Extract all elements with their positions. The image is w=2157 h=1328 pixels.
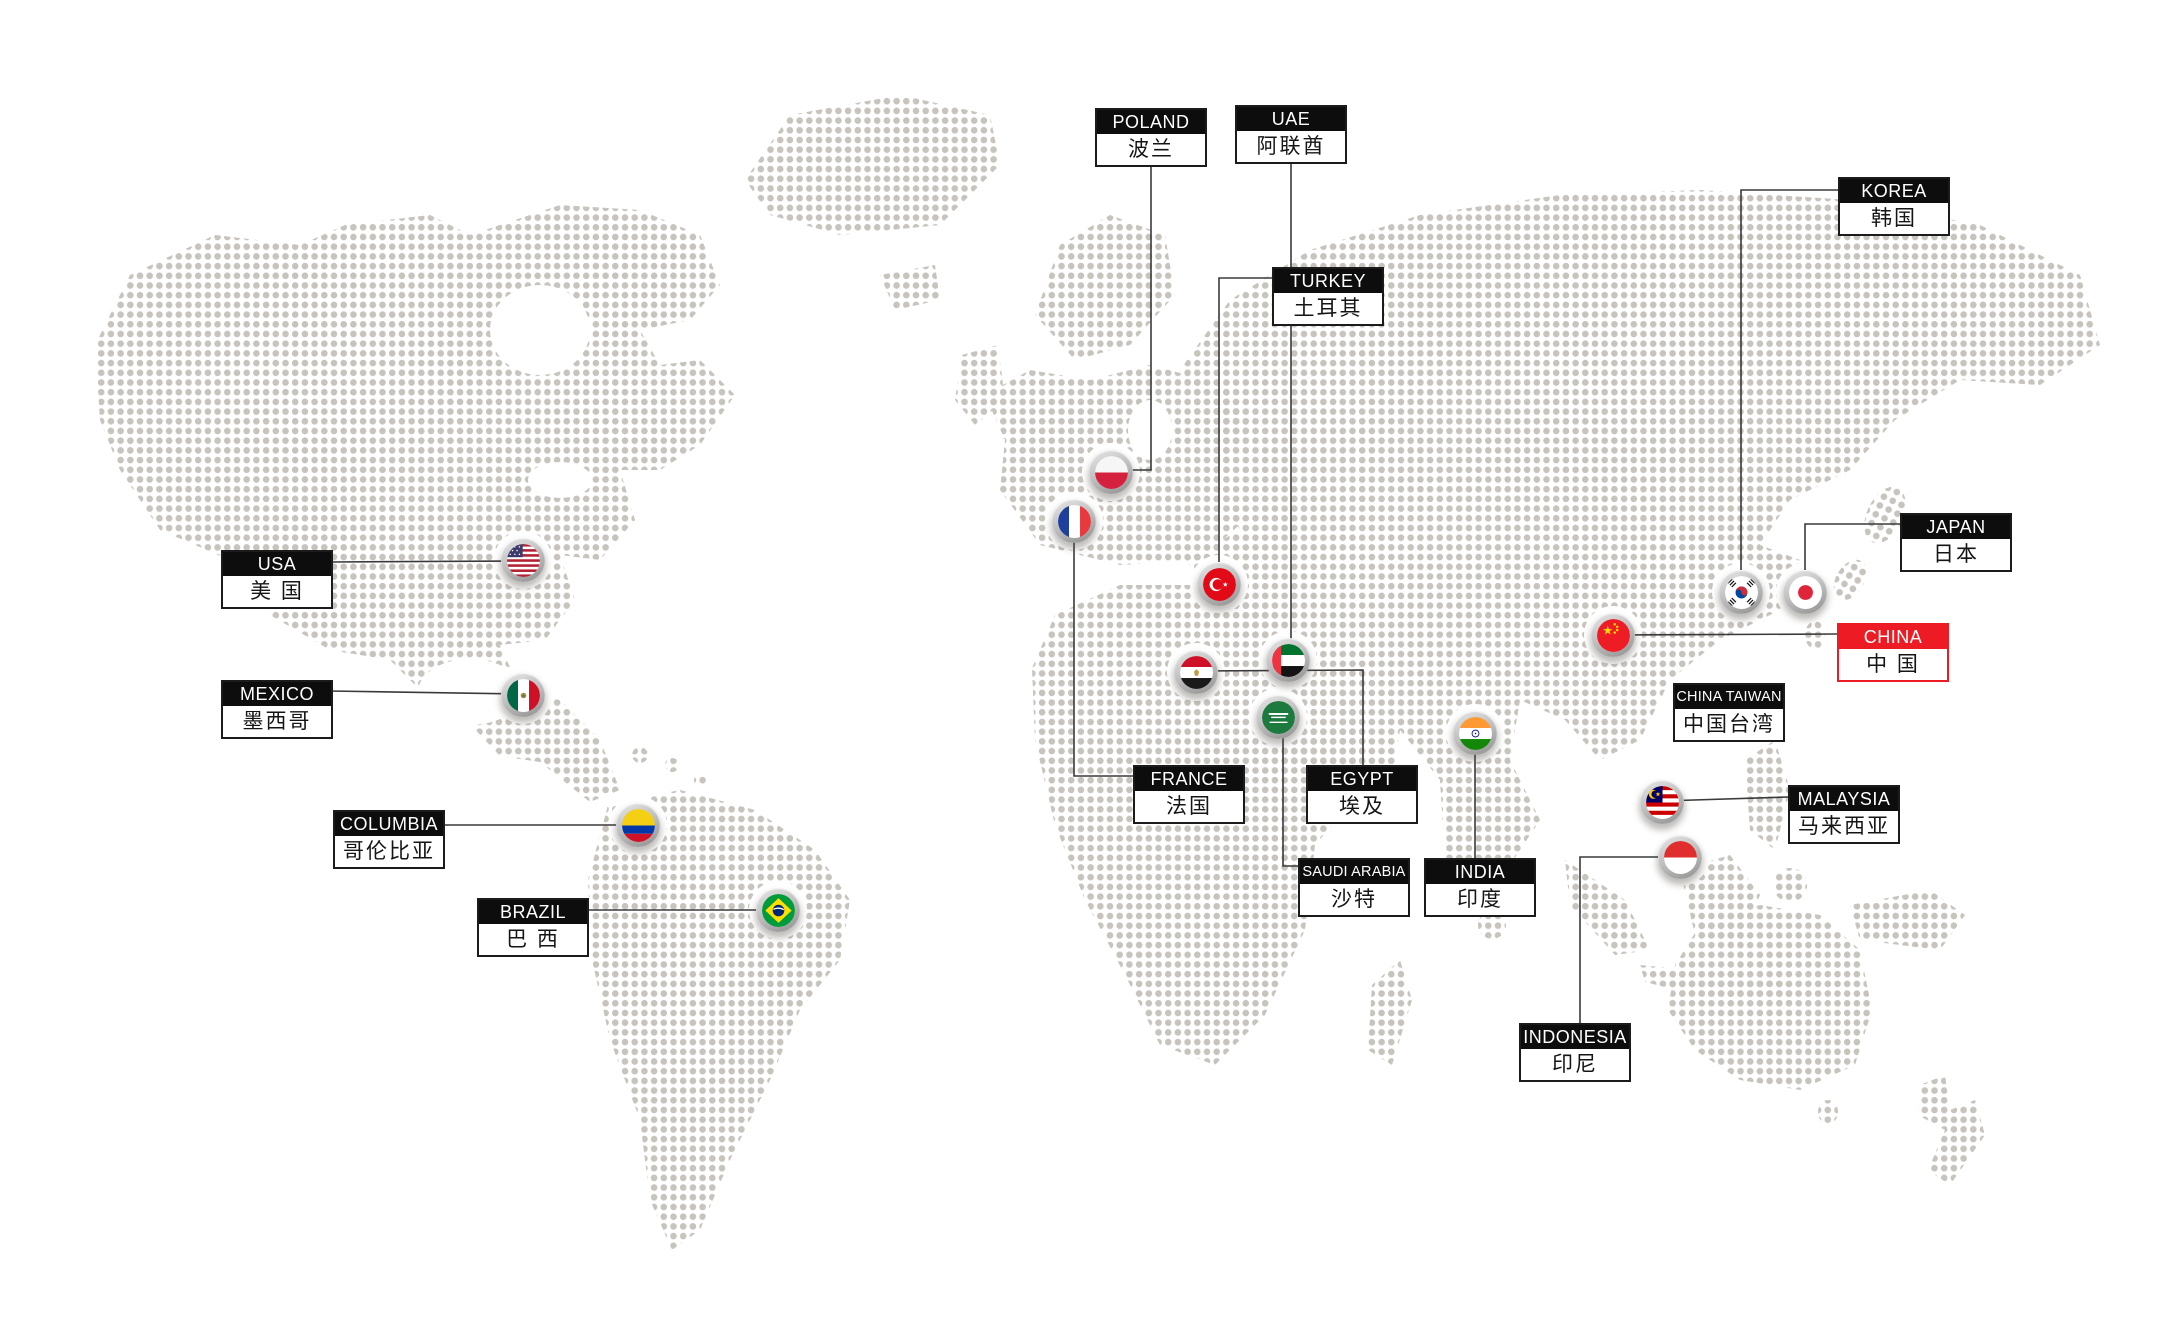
island-caribbean-2 xyxy=(665,758,679,772)
indonesia-connector-line xyxy=(1579,856,1680,1023)
brazil-name-zh: 巴 西 xyxy=(479,924,587,955)
china-taiwan-name-en: CHINA TAIWAN xyxy=(1675,685,1783,709)
island-sulawesi xyxy=(1773,868,1807,902)
india-name-zh: 印度 xyxy=(1426,884,1534,915)
indonesia-label: INDONESIA 印尼 xyxy=(1519,1023,1631,1082)
china-connector-line xyxy=(1612,633,1838,636)
island-tasmania xyxy=(1818,1100,1838,1124)
saudi-arabia-label: SAUDI ARABIA 沙特 xyxy=(1298,858,1410,917)
poland-name-en: POLAND xyxy=(1097,110,1205,134)
usa-name-en: USA xyxy=(223,552,331,576)
malaysia-label: MALAYSIA 马来西亚 xyxy=(1788,785,1900,844)
mexico-label: MEXICO 墨西哥 xyxy=(221,680,333,739)
continent-europe-scandinavia xyxy=(1035,215,1175,360)
france-label: FRANCE 法国 xyxy=(1133,765,1245,824)
mexico-name-zh: 墨西哥 xyxy=(223,706,331,737)
france-name-en: FRANCE xyxy=(1135,767,1243,791)
indonesia-name-en: INDONESIA xyxy=(1521,1025,1629,1049)
korea-connector-line xyxy=(1740,189,1838,592)
malaysia-name-zh: 马来西亚 xyxy=(1790,811,1898,842)
continent-australia xyxy=(1668,905,1872,1090)
saudi-arabia-name-en: SAUDI ARABIA xyxy=(1300,860,1408,884)
usa-connector-line xyxy=(329,560,524,563)
island-philippines xyxy=(1745,740,1790,850)
japan-name-en: JAPAN xyxy=(1902,515,2010,539)
island-iceland xyxy=(880,265,940,310)
continent-greenland xyxy=(745,95,1000,235)
island-new-zealand xyxy=(1918,1075,1985,1185)
uae-name-en: UAE xyxy=(1237,107,1345,131)
turkey-connector-line xyxy=(1218,277,1272,584)
poland-name-zh: 波兰 xyxy=(1097,134,1205,165)
poland-label: POLAND 波兰 xyxy=(1095,108,1207,167)
france-name-zh: 法国 xyxy=(1135,791,1243,822)
uae-name-zh: 阿联酋 xyxy=(1237,131,1345,162)
egypt-name-zh: 埃及 xyxy=(1308,791,1416,822)
japan-label: JAPAN 日本 xyxy=(1900,513,2012,572)
usa-label: USA 美 国 xyxy=(221,550,333,609)
island-new-guinea xyxy=(1850,890,1965,950)
island-madagascar xyxy=(1368,960,1412,1065)
mexico-name-en: MEXICO xyxy=(223,682,331,706)
island-japan-south xyxy=(1805,621,1825,649)
brazil-name-en: BRAZIL xyxy=(479,900,587,924)
india-name-en: INDIA xyxy=(1426,860,1534,884)
france-connector-line xyxy=(1073,521,1133,777)
turkey-name-zh: 土耳其 xyxy=(1274,293,1382,324)
island-japan-mid xyxy=(1833,559,1867,601)
malaysia-name-en: MALAYSIA xyxy=(1790,787,1898,811)
mexico-connector-line xyxy=(329,690,524,695)
korea-label: KOREA 韩国 xyxy=(1838,177,1950,236)
egypt-connector-line xyxy=(1195,669,1364,765)
island-caribbean-3 xyxy=(694,774,706,786)
continent-asia xyxy=(1180,190,2100,910)
turkey-label: TURKEY 土耳其 xyxy=(1272,267,1384,326)
island-sumatra xyxy=(1565,860,1650,955)
columbia-name-en: COLUMBIA xyxy=(335,812,443,836)
japan-name-zh: 日本 xyxy=(1902,539,2010,570)
saudi-arabia-name-zh: 沙特 xyxy=(1300,884,1408,915)
island-sri-lanka xyxy=(1478,911,1506,939)
turkey-name-en: TURKEY xyxy=(1274,269,1382,293)
island-caribbean-1 xyxy=(632,747,648,763)
china-name-en: CHINA xyxy=(1839,625,1947,649)
columbia-label: COLUMBIA 哥伦比亚 xyxy=(333,810,445,869)
china-taiwan-label: CHINA TAIWAN 中国台湾 xyxy=(1673,683,1785,742)
brazil-label: BRAZIL 巴 西 xyxy=(477,898,589,957)
china-taiwan-name-zh: 中国台湾 xyxy=(1675,709,1783,740)
korea-name-en: KOREA xyxy=(1840,179,1948,203)
korea-name-zh: 韩国 xyxy=(1840,203,1948,234)
island-japan-north xyxy=(1864,486,1906,544)
usa-name-zh: 美 国 xyxy=(223,576,331,607)
china-label: CHINA 中 国 xyxy=(1837,623,1949,682)
egypt-name-en: EGYPT xyxy=(1308,767,1416,791)
island-uk xyxy=(955,345,1005,425)
indonesia-name-zh: 印尼 xyxy=(1521,1049,1629,1080)
india-label: INDIA 印度 xyxy=(1424,858,1536,917)
china-name-zh: 中 国 xyxy=(1839,649,1947,680)
columbia-name-zh: 哥伦比亚 xyxy=(335,836,443,867)
uae-label: UAE 阿联酋 xyxy=(1235,105,1347,164)
egypt-label: EGYPT 埃及 xyxy=(1306,765,1418,824)
saudi-arabia-connector-line xyxy=(1282,718,1298,867)
